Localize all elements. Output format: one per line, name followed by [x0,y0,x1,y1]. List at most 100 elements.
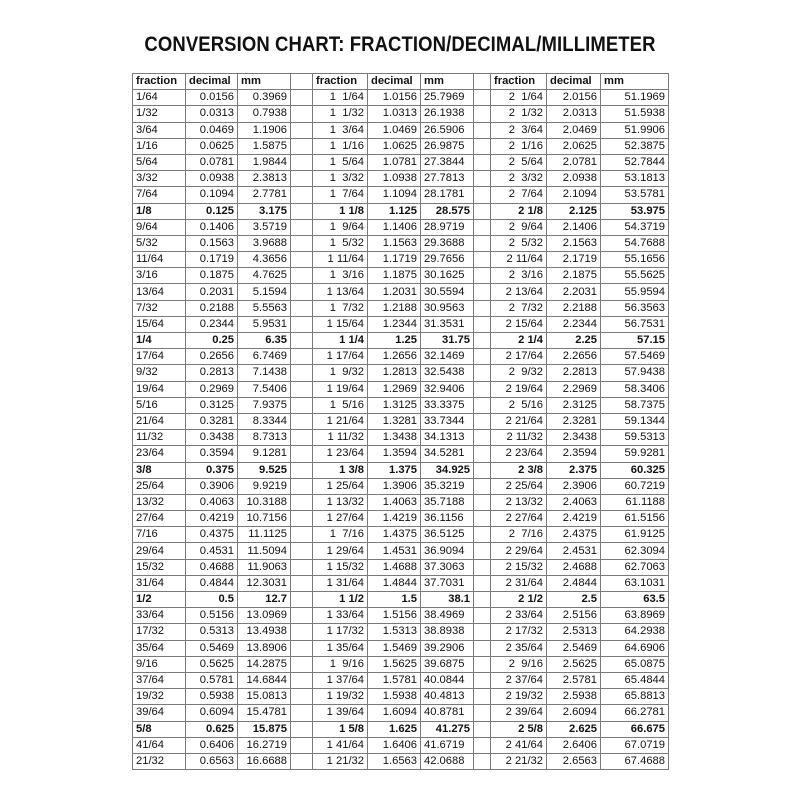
mm-cell: 2.7781 [237,186,291,204]
column-gap [473,315,491,334]
decimal-cell: 2.0938 [546,170,601,188]
decimal-cell: 0.3438 [185,429,238,447]
mm-cell: 57.9438 [600,364,669,382]
fraction-cell: 2 5/8 [490,720,547,738]
fraction-cell: 1 21/64 [312,412,368,431]
decimal-cell: 0.125 [185,202,238,220]
fraction-cell: 1 5/64 [312,153,368,172]
mm-cell: 3.5719 [237,218,291,236]
decimal-cell: 0.375 [185,461,238,479]
fraction-cell: 23/64 [132,445,186,463]
mm-cell: 16.2719 [237,736,291,754]
column-gap [473,558,491,576]
table-row: 3/8 0.375 9.525 1 3/8 1.375 34.925 2 3/8 2.375 6… [132,461,669,479]
mm-cell: 55.1656 [600,251,669,269]
fraction-cell: 2 5/32 [490,234,547,253]
column-gap [290,299,313,317]
fraction-cell: 2 29/64 [490,542,547,560]
decimal-cell: 1.2344 [367,315,421,334]
mm-cell: 27.7813 [420,170,474,188]
decimal-cell: 0.5938 [185,688,238,706]
fraction-cell: 2 35/64 [490,639,547,657]
decimal-cell: 2.4375 [546,526,601,544]
mm-cell: 55.5625 [600,267,669,285]
column-gap [473,396,491,414]
fraction-cell: 1 37/64 [312,671,368,690]
decimal-cell: 0.4375 [185,526,238,544]
mm-cell: 61.5156 [600,510,669,528]
decimal-cell: 0.2656 [185,348,238,366]
mm-cell: 51.5938 [600,105,669,123]
fraction-cell: 1 17/32 [312,623,368,641]
fraction-cell: 1 9/16 [312,655,368,673]
column-gap [473,542,491,560]
fraction-cell: 2 19/32 [490,688,547,706]
mm-cell: 34.1313 [420,429,474,447]
column-gap [290,590,313,609]
fraction-cell: 2 33/64 [490,607,547,625]
fraction-cell: 1 29/64 [312,542,368,560]
fraction-cell: 2 7/32 [490,299,547,317]
decimal-cell: 0.2031 [185,283,238,301]
decimal-cell: 2.5781 [546,671,601,690]
column-gap [473,736,491,754]
decimal-cell: 1.3281 [367,412,421,431]
column-gap [473,445,491,463]
mm-cell: 58.3406 [600,380,669,398]
decimal-cell: 2.6406 [546,736,601,754]
fraction-cell: 1/64 [132,89,186,107]
mm-cell: 65.4844 [600,671,669,690]
fraction-cell: 1 3/32 [312,170,368,188]
fraction-cell: 1 31/64 [312,574,368,593]
mm-cell: 35.7188 [420,493,474,512]
decimal-cell: 0.0938 [185,170,238,188]
fraction-cell: 2 17/32 [490,623,547,641]
fraction-cell: 2 21/64 [490,412,547,431]
fraction-cell: 13/64 [132,283,186,301]
fraction-cell: 1 39/64 [312,704,368,722]
fraction-cell: 1 13/64 [312,283,368,301]
mm-cell: 26.1938 [420,105,474,123]
decimal-cell: 2.5625 [546,655,601,673]
mm-cell: 62.7063 [600,558,669,576]
mm-cell: 32.5438 [420,364,474,382]
fraction-cell: 2 31/64 [490,574,547,593]
mm-cell: 38.1 [420,590,474,609]
mm-cell: 64.6906 [600,639,669,657]
mm-cell: 9.1281 [237,445,291,463]
column-gap [290,121,313,139]
mm-cell: 61.1188 [600,493,669,512]
decimal-cell: 0.3125 [185,396,238,414]
fraction-cell: 1 5/32 [312,234,368,253]
decimal-cell: 2.4531 [546,542,601,560]
decimal-cell: 1.625 [367,720,421,738]
column-gap [473,412,491,431]
fraction-cell: 2 9/64 [490,218,547,236]
mm-cell: 59.5313 [600,429,669,447]
table-row: 3/64 0.0469 1.1906 1 3/64 1.0469 26.5906 2 3/6… [132,121,669,139]
table-row: 27/64 0.4219 10.7156 1 27/64 1.4219 36.1156 2 … [132,510,669,528]
mm-cell: 33.7344 [420,412,474,431]
decimal-cell: 2.0625 [546,137,601,155]
fraction-cell: 1 5/8 [312,720,368,738]
decimal-cell: 0.5625 [185,655,238,673]
decimal-cell: 2.25 [546,331,601,350]
mm-cell: 32.1469 [420,348,474,366]
fraction-cell: 1 1/32 [312,105,368,123]
column-gap [473,688,491,706]
mm-cell: 8.7313 [237,429,291,447]
fraction-cell: 2 27/64 [490,510,547,528]
decimal-cell: 2.2656 [546,348,601,366]
mm-cell: 37.3063 [420,558,474,576]
decimal-cell: 0.5156 [185,607,238,625]
decimal-cell: 2.1719 [546,251,601,269]
fraction-cell: 39/64 [132,704,186,722]
column-gap [290,331,313,350]
decimal-cell: 0.1563 [185,234,238,253]
decimal-cell: 1.2969 [367,380,421,398]
column-gap [473,639,491,657]
table-row: 7/64 0.1094 2.7781 1 7/64 1.1094 28.1781 2 7/6… [132,186,669,204]
column-gap [473,477,491,495]
fraction-cell: 2 21/32 [490,752,547,771]
page-title: CONVERSION CHART: FRACTION/DECIMAL/MILLI… [144,31,656,56]
